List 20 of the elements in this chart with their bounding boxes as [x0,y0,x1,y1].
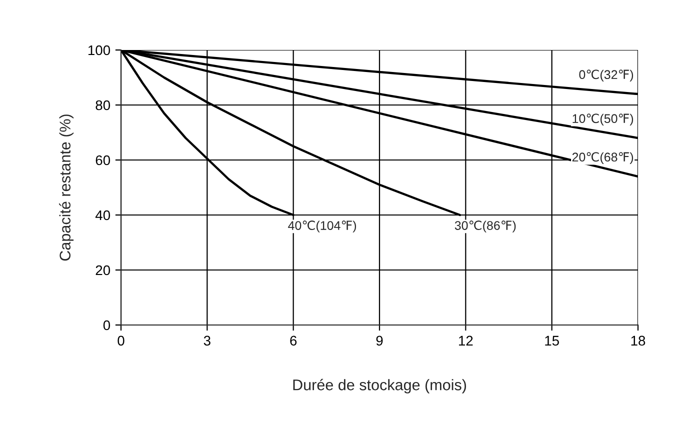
x-tick-label: 15 [545,336,559,346]
y-tick-label: 80 [96,100,110,110]
x-tick-label: 18 [631,336,646,346]
x-tick-label: 12 [459,336,473,346]
series-label: 20℃(68℉) [572,152,634,164]
y-tick-label: 60 [96,155,110,166]
x-tick-label: 6 [290,336,297,346]
series-label: 30℃(86℉) [454,220,516,232]
y-axis-title: Capacité restante (%) [59,114,74,261]
x-tick-label: 0 [118,336,124,346]
series-label: 10℃(50℉) [572,114,634,126]
series-label: 40℃(104℉) [288,220,356,232]
x-tick-label: 3 [204,336,210,346]
x-axis-title: Durée de stockage (mois) [293,378,466,394]
x-tick-label: 9 [376,336,383,346]
y-tick-label: 100 [88,45,110,56]
y-tick-label: 20 [96,265,110,276]
y-tick-label: 40 [95,210,110,220]
series-label: 0℃(32℉) [579,70,634,82]
y-tick-label: 0 [103,320,110,330]
